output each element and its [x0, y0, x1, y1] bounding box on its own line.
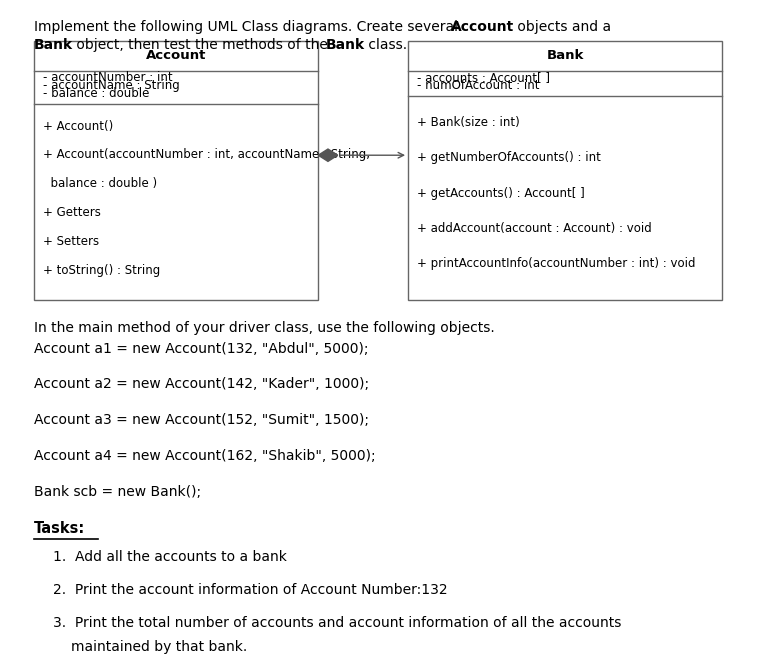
Text: + Account(): + Account() — [43, 120, 114, 132]
Text: Account a1 = new Account(132, "Abdul", 5000);: Account a1 = new Account(132, "Abdul", 5… — [34, 342, 369, 356]
Text: Account a2 = new Account(142, "Kader", 1000);: Account a2 = new Account(142, "Kader", 1… — [34, 377, 369, 392]
Text: + Setters: + Setters — [43, 234, 99, 248]
FancyBboxPatch shape — [34, 41, 318, 301]
Text: - balance : double: - balance : double — [43, 88, 150, 100]
Text: - accountName : String: - accountName : String — [43, 79, 180, 92]
Text: maintained by that bank.: maintained by that bank. — [71, 641, 248, 654]
Text: + Getters: + Getters — [43, 206, 101, 219]
Text: + printAccountInfo(accountNumber : int) : void: + printAccountInfo(accountNumber : int) … — [417, 257, 696, 270]
Text: Bank: Bank — [326, 38, 365, 52]
Text: Bank: Bank — [546, 50, 584, 62]
Text: balance : double ): balance : double ) — [43, 178, 157, 190]
Text: - accounts : Account[ ]: - accounts : Account[ ] — [417, 71, 550, 84]
Text: Implement the following UML Class diagrams. Create several: Implement the following UML Class diagra… — [34, 20, 462, 33]
Text: Tasks:: Tasks: — [34, 521, 85, 536]
Text: In the main method of your driver class, use the following objects.: In the main method of your driver class,… — [34, 321, 495, 335]
Text: Account a4 = new Account(162, "Shakib", 5000);: Account a4 = new Account(162, "Shakib", … — [34, 449, 376, 463]
Text: objects and a: objects and a — [513, 20, 611, 33]
Text: + getNumberOfAccounts() : int: + getNumberOfAccounts() : int — [417, 151, 601, 164]
Text: Account a3 = new Account(152, "Sumit", 1500);: Account a3 = new Account(152, "Sumit", 1… — [34, 413, 369, 427]
Text: + Account(accountNumber : int, accountName : String,: + Account(accountNumber : int, accountNa… — [43, 149, 370, 161]
Text: + Bank(size : int): + Bank(size : int) — [417, 117, 520, 129]
Text: object, then test the methods of the: object, then test the methods of the — [72, 38, 333, 52]
Text: + addAccount(account : Account) : void: + addAccount(account : Account) : void — [417, 222, 652, 234]
Text: Account: Account — [451, 20, 515, 33]
Polygon shape — [318, 149, 338, 161]
Text: Bank scb = new Bank();: Bank scb = new Bank(); — [34, 485, 201, 499]
Text: 3.  Print the total number of accounts and account information of all the accoun: 3. Print the total number of accounts an… — [53, 616, 621, 629]
Text: 2.  Print the account information of Account Number:132: 2. Print the account information of Acco… — [53, 583, 448, 597]
Text: Account: Account — [146, 50, 207, 62]
FancyBboxPatch shape — [408, 41, 722, 301]
Text: Bank: Bank — [34, 38, 73, 52]
Text: - numOfAccount : int: - numOfAccount : int — [417, 79, 539, 92]
Text: + toString() : String: + toString() : String — [43, 263, 161, 276]
Text: class.: class. — [364, 38, 407, 52]
Text: 1.  Add all the accounts to a bank: 1. Add all the accounts to a bank — [53, 550, 286, 564]
Text: - accountNumber : int: - accountNumber : int — [43, 71, 173, 84]
Text: + getAccounts() : Account[ ]: + getAccounts() : Account[ ] — [417, 187, 584, 200]
